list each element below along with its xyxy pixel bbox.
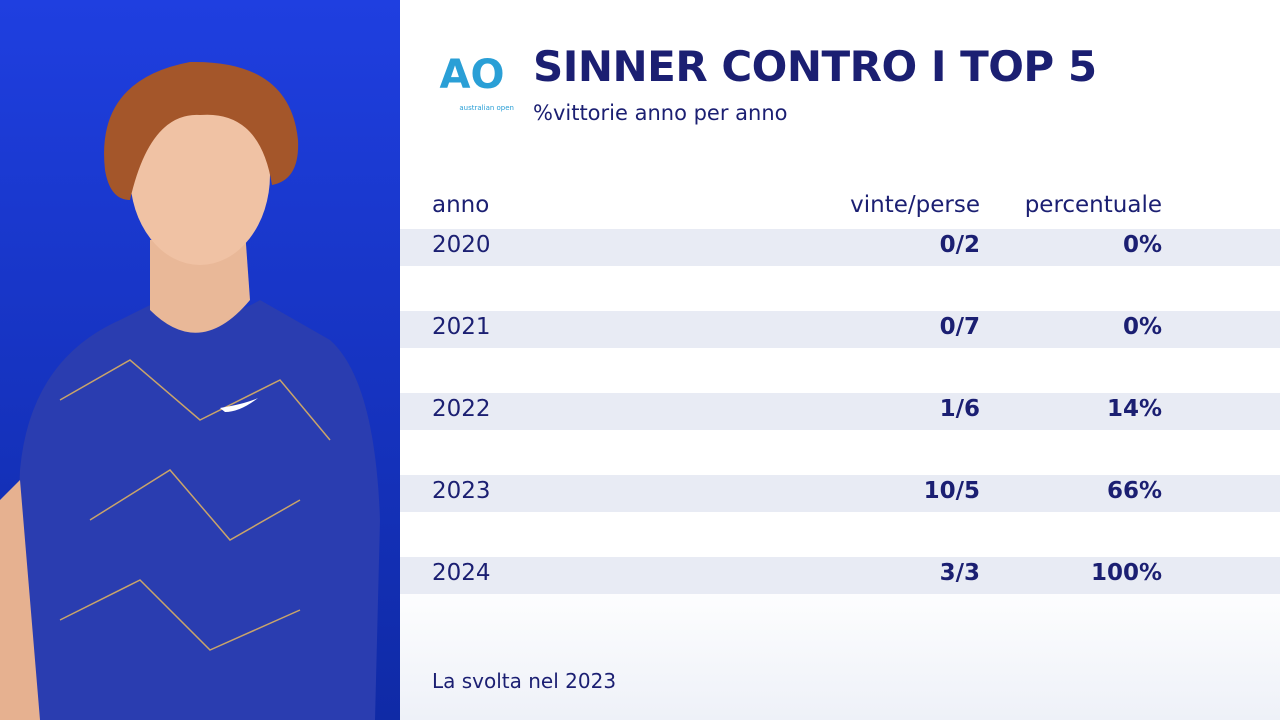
table-cell: 100% xyxy=(1090,560,1162,586)
ao-logo: AO australian open xyxy=(440,58,514,112)
column-header: percentuale xyxy=(1024,192,1162,218)
year-cell: 2021 xyxy=(432,314,491,340)
face xyxy=(130,85,270,265)
footnote: La svolta nel 2023 xyxy=(432,669,617,693)
year-cell: 2020 xyxy=(432,232,491,258)
table-cell: 0/2 xyxy=(939,232,980,258)
row-band xyxy=(400,393,1280,430)
table-cell: 0% xyxy=(1122,314,1162,340)
table-cell: 1/6 xyxy=(939,396,980,422)
logo-caption: australian open xyxy=(459,104,514,112)
year-cell: 2023 xyxy=(432,478,491,504)
row-band xyxy=(400,475,1280,512)
title: SINNER CONTRO I TOP 5 xyxy=(533,42,1097,91)
column-header: anno xyxy=(432,192,490,218)
table-cell: 0/7 xyxy=(939,314,980,340)
year-cell: 2022 xyxy=(432,396,491,422)
player-photo xyxy=(0,61,380,720)
hair xyxy=(104,61,299,200)
row-band xyxy=(400,311,1280,348)
shirt-pattern xyxy=(59,359,331,651)
table-cell: 14% xyxy=(1106,396,1162,422)
arm xyxy=(0,480,40,720)
logo-text: AO xyxy=(440,58,505,98)
shirt xyxy=(10,300,380,720)
player-panel xyxy=(0,0,400,720)
subtitle: %vittorie anno per anno xyxy=(533,101,788,125)
row-band xyxy=(400,557,1280,594)
year-cell: 2024 xyxy=(432,560,491,586)
content-panel xyxy=(400,0,1280,720)
column-header: vinte/perse xyxy=(850,192,980,218)
table-cell: 66% xyxy=(1106,478,1162,504)
table-cell: 0% xyxy=(1122,232,1162,258)
logo-swoosh xyxy=(220,398,258,412)
row-band xyxy=(400,229,1280,266)
table-cell: 3/3 xyxy=(939,560,980,586)
table-cell: 10/5 xyxy=(923,478,980,504)
